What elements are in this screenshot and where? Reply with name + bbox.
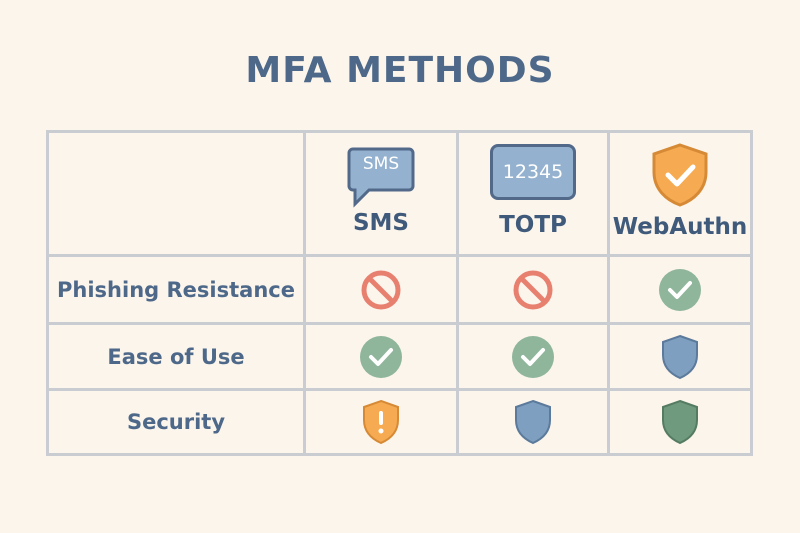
cell-sms-phishing <box>303 254 459 325</box>
row-label-cell: Ease of Use <box>46 322 306 391</box>
cell-webauthn-phishing <box>607 254 753 325</box>
row-label-cell: Security <box>46 388 306 456</box>
prohibited-icon <box>361 270 401 309</box>
cell-totp-phishing <box>456 254 610 325</box>
column-header-totp: 12345 TOTP <box>456 130 610 257</box>
comparison-table: SMS SMS 12345 TOTP WebAuthn <box>46 130 753 456</box>
column-label-sms: SMS <box>352 209 410 236</box>
cell-webauthn-security <box>607 388 753 456</box>
totp-code-icon: 12345 <box>490 143 576 200</box>
column-label-totp: TOTP <box>499 211 567 238</box>
check-circle-icon <box>659 268 701 311</box>
shield-icon <box>515 399 551 445</box>
row-label-cell: Phishing Resistance <box>46 254 306 325</box>
column-header-webauthn: WebAuthn <box>607 130 753 257</box>
warning-shield-icon <box>363 399 399 445</box>
empty-header-cell <box>46 130 306 257</box>
column-header-sms: SMS SMS <box>303 130 459 257</box>
table-row: Security <box>46 388 753 456</box>
sms-bubble-icon: SMS <box>347 146 415 208</box>
check-circle-icon <box>360 335 402 378</box>
row-label-phishing-resistance: Phishing Resistance <box>57 277 295 302</box>
cell-totp-security <box>456 388 610 456</box>
cell-sms-ease <box>303 322 459 391</box>
sms-bubble-text: SMS <box>362 153 400 174</box>
header-row: SMS SMS 12345 TOTP WebAuthn <box>46 130 753 257</box>
prohibited-icon <box>513 270 553 309</box>
shield-check-icon <box>652 142 708 207</box>
table-row: Ease of Use <box>46 322 753 391</box>
table-row: Phishing Resistance <box>46 254 753 325</box>
shield-icon <box>662 334 698 379</box>
page-title: MFA METHODS <box>245 50 555 91</box>
totp-code-text: 12345 <box>502 160 564 183</box>
cell-sms-security <box>303 388 459 456</box>
shield-icon <box>662 399 698 445</box>
column-label-webauthn: WebAuthn <box>612 213 748 240</box>
row-label-ease-of-use: Ease of Use <box>107 344 245 369</box>
check-circle-icon <box>512 335 554 378</box>
cell-webauthn-ease <box>607 322 753 391</box>
cell-totp-ease <box>456 322 610 391</box>
row-label-security: Security <box>126 410 226 434</box>
